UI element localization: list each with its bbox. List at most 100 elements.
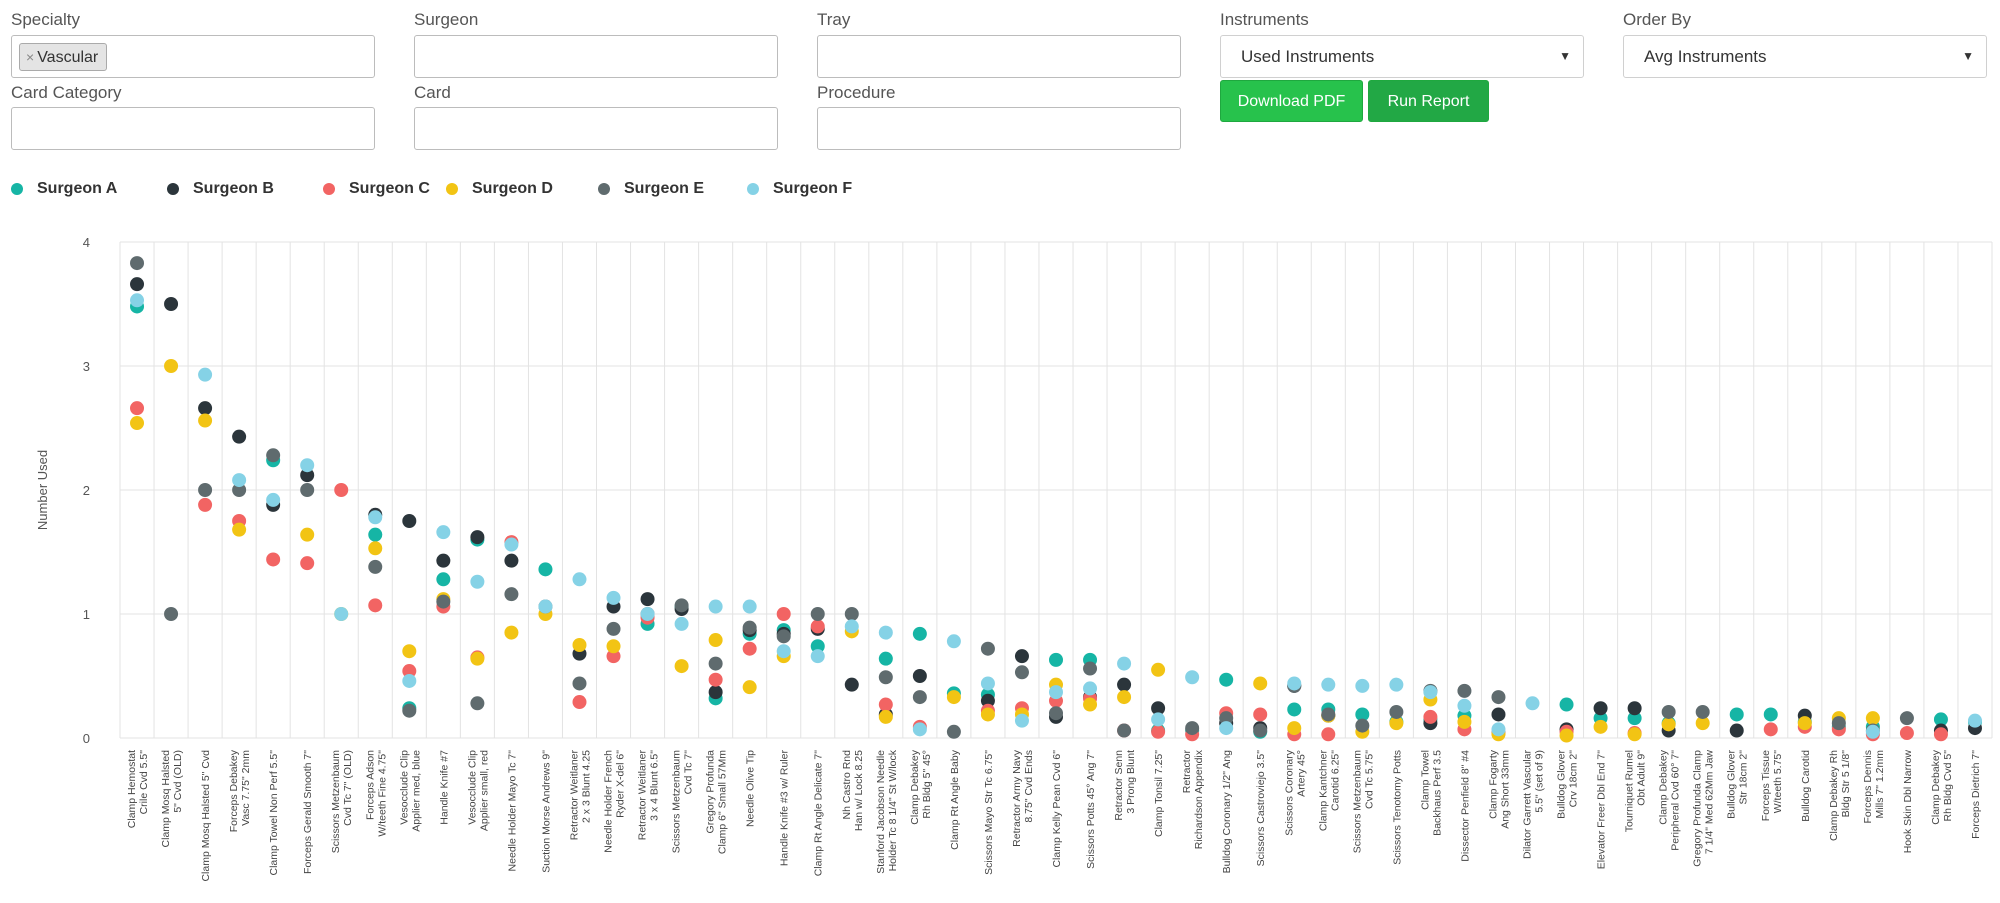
data-point[interactable]: Surgeon B: 2.66	[198, 401, 213, 416]
data-point[interactable]: Surgeon D: 0.13	[1457, 714, 1472, 729]
data-point[interactable]: Surgeon F: 1.92	[266, 492, 281, 507]
data-point[interactable]: Surgeon F: 0.08	[1219, 721, 1234, 736]
data-point[interactable]: Surgeon F: 0.9	[844, 619, 859, 634]
download-pdf-button[interactable]: Download PDF	[1220, 80, 1363, 122]
chip-remove-icon[interactable]: ×	[26, 49, 35, 65]
data-point[interactable]: Surgeon B: 0.37	[708, 685, 723, 700]
data-point[interactable]: Surgeon D: 0.41	[742, 680, 757, 695]
data-point[interactable]: Surgeon E: 0.44	[572, 676, 587, 691]
data-point[interactable]: Surgeon D: 2.54	[130, 416, 145, 431]
data-point[interactable]: Surgeon D: 0.85	[504, 625, 519, 640]
data-point[interactable]: Surgeon F: 1.78	[368, 510, 383, 525]
data-point[interactable]: Surgeon E: 0.56	[1083, 661, 1098, 676]
data-point[interactable]: Surgeon E: 0.33	[912, 690, 927, 705]
data-point[interactable]: Surgeon A: 0.84	[912, 626, 927, 641]
data-point[interactable]: Surgeon E: 0.49	[878, 670, 893, 685]
data-point[interactable]: Surgeon B: 1.43	[436, 553, 451, 568]
specialty-chip[interactable]: × Vascular	[19, 43, 108, 71]
data-point[interactable]: Surgeon D: 1.68	[232, 522, 247, 537]
data-point[interactable]: Surgeon A: 0.19	[1763, 707, 1778, 722]
data-point[interactable]: Surgeon E: 0.06	[1117, 723, 1132, 738]
data-point[interactable]: Surgeon B: 1.43	[504, 553, 519, 568]
data-point[interactable]: Surgeon F: 0.37	[1423, 685, 1438, 700]
data-point[interactable]: Surgeon E: 2	[232, 483, 247, 497]
data-point[interactable]: Surgeon C: 0.04	[1899, 726, 1914, 741]
data-point[interactable]: Surgeon B: 0.06	[1729, 723, 1744, 738]
data-point[interactable]: Surgeon B: 0.24	[1593, 701, 1608, 716]
data-point[interactable]: Surgeon F: 0.28	[1525, 696, 1540, 711]
data-point[interactable]: Surgeon C: 0.05	[1151, 724, 1166, 739]
data-point[interactable]: Surgeon C: 0.72	[742, 641, 757, 656]
data-point[interactable]: Surgeon F: 3.53	[130, 293, 145, 308]
data-point[interactable]: Surgeon D: 0.64	[470, 651, 485, 666]
data-point[interactable]: Surgeon F: 1.06	[708, 599, 723, 614]
data-point[interactable]: Surgeon F: 1.28	[572, 572, 587, 587]
data-point[interactable]: Surgeon D: 0.12	[1389, 716, 1404, 731]
data-point[interactable]: Surgeon E: 0.16	[1899, 711, 1914, 726]
data-point[interactable]: Surgeon A: 0.63	[1049, 652, 1063, 667]
data-point[interactable]: Surgeon D: 0.74	[606, 639, 621, 654]
data-point[interactable]: Surgeon F: 0.49	[1185, 670, 1200, 685]
data-point[interactable]: Surgeon E: 0.28	[470, 696, 485, 711]
data-point[interactable]: Surgeon E: 1.38	[368, 559, 383, 574]
data-point[interactable]: Surgeon C: 0.19	[1253, 707, 1268, 722]
specialty-select[interactable]: × Vascular	[11, 35, 375, 78]
data-point[interactable]: Surgeon F: 0.07	[1491, 722, 1506, 737]
data-point[interactable]: Surgeon D: 0.27	[1083, 697, 1098, 712]
legend-item-surgeon-a[interactable]: Surgeon A	[11, 178, 117, 200]
data-point[interactable]: Surgeon E: 0.33	[1491, 690, 1506, 705]
data-point[interactable]: Surgeon F: 1.13	[606, 590, 621, 605]
data-point[interactable]: Surgeon E: 0.19	[1321, 707, 1336, 722]
data-point[interactable]: Surgeon D: 0.12	[1695, 716, 1710, 731]
data-point[interactable]: Surgeon E: 0.72	[980, 641, 995, 656]
card-select[interactable]	[414, 107, 778, 150]
data-point[interactable]: Surgeon D: 0.17	[878, 709, 893, 724]
data-point[interactable]: Surgeon A: 0.19	[1729, 707, 1744, 722]
data-point[interactable]: Surgeon F: 2.2	[300, 458, 315, 473]
data-point[interactable]: Surgeon E: 0.06	[1253, 723, 1268, 738]
legend-item-surgeon-e[interactable]: Surgeon E	[598, 178, 704, 200]
data-point[interactable]: Surgeon D: 0.33	[946, 690, 961, 705]
data-point[interactable]: Surgeon F: 0.07	[912, 722, 927, 737]
data-point[interactable]: Surgeon D: 2.56	[198, 413, 213, 428]
data-point[interactable]: Surgeon B: 2.12	[300, 468, 315, 483]
data-point[interactable]: Surgeon E: 0.38	[1457, 683, 1472, 698]
data-point[interactable]: Surgeon E: 0.6	[708, 656, 723, 671]
data-point[interactable]: Surgeon F: 0.6	[1117, 656, 1132, 671]
data-point[interactable]: Surgeon F: 0.44	[1287, 676, 1302, 691]
data-point[interactable]: Surgeon C: 1.41	[300, 556, 315, 571]
data-point[interactable]: Surgeon C: 0.03	[1933, 727, 1948, 742]
data-point[interactable]: Surgeon F: 0.14	[1967, 713, 1982, 728]
data-point[interactable]: Surgeon A: 1.64	[368, 527, 383, 542]
data-point[interactable]: Surgeon F: 0.43	[1389, 677, 1404, 692]
run-report-button[interactable]: Run Report	[1368, 80, 1489, 122]
data-point[interactable]: Surgeon D: 0.12	[1797, 716, 1812, 731]
data-point[interactable]: Surgeon A: 0.16	[1627, 711, 1642, 726]
data-point[interactable]: Surgeon D: 0.03	[1627, 727, 1642, 742]
data-point[interactable]: Surgeon E: 0.22	[402, 703, 417, 718]
data-point[interactable]: Surgeon B: 2.43	[232, 429, 247, 444]
data-point[interactable]: Surgeon D: 0.33	[1117, 690, 1132, 705]
data-point[interactable]: Surgeon D: 0.79	[708, 633, 723, 648]
data-point[interactable]: Surgeon A: 0.27	[1559, 697, 1574, 712]
data-point[interactable]: Surgeon E: 0.21	[1695, 704, 1710, 719]
data-point[interactable]: Surgeon C: 2	[334, 483, 349, 497]
data-point[interactable]: Surgeon F: 1.06	[742, 599, 757, 614]
data-point[interactable]: Surgeon F: 1	[640, 607, 655, 621]
data-point[interactable]: Surgeon B: 1.75	[402, 514, 417, 528]
data-point[interactable]: Surgeon D: 0.16	[1865, 711, 1880, 726]
data-point[interactable]: Surgeon E: 3.83	[130, 256, 145, 271]
data-point[interactable]: Surgeon C: 1.07	[368, 598, 383, 613]
data-point[interactable]: Surgeon F: 2.93	[198, 367, 213, 382]
data-point[interactable]: Surgeon B: 0.3	[980, 693, 995, 708]
data-point[interactable]: Surgeon E: 2	[300, 483, 315, 497]
data-point[interactable]: Surgeon F: 1.06	[538, 599, 553, 614]
data-point[interactable]: Surgeon F: 0.14	[1014, 713, 1029, 728]
data-point[interactable]: Surgeon C: 0.9	[810, 619, 825, 634]
data-point[interactable]: Surgeon F: 0.43	[1321, 677, 1336, 692]
data-point[interactable]: Surgeon B: 0.43	[844, 677, 859, 692]
card-category-select[interactable]	[11, 107, 375, 150]
data-point[interactable]: Surgeon D: 0.75	[572, 638, 587, 652]
procedure-select[interactable]	[817, 107, 1181, 150]
data-point[interactable]: Surgeon F: 2.08	[232, 473, 247, 488]
